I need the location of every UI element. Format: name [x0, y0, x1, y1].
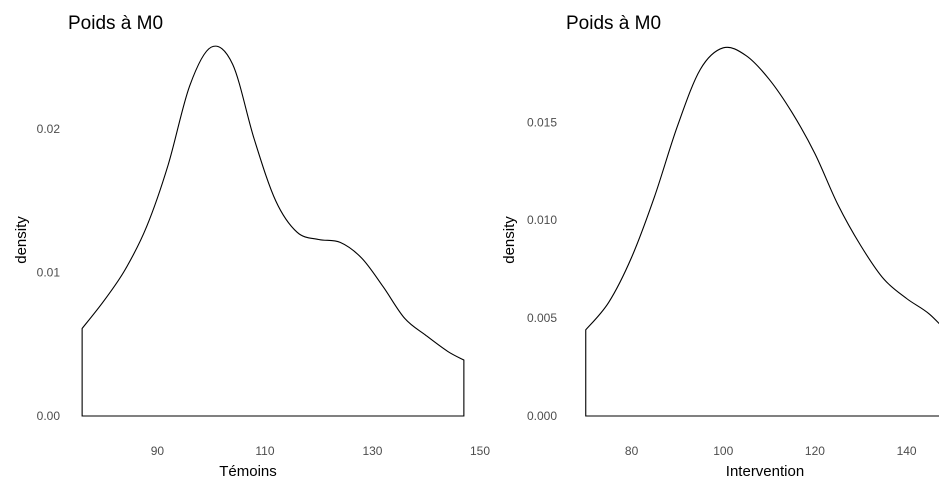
- density-curve: [81, 45, 465, 417]
- density-curve: [585, 46, 939, 417]
- x-axis-label: Intervention: [726, 463, 804, 480]
- x-tick-label: 140: [897, 444, 917, 458]
- y-tick-label: 0.000: [527, 409, 557, 423]
- y-axis-label: density: [501, 216, 518, 264]
- x-axis-label: Témoins: [219, 463, 277, 480]
- y-tick-label: 0.02: [37, 122, 61, 136]
- y-tick-label: 0.010: [527, 213, 557, 227]
- y-tick-label: 0.01: [37, 265, 61, 279]
- chart-title: Poids à M0: [566, 13, 661, 34]
- x-tick-label: 120: [805, 444, 825, 458]
- panel-intervention: Poids à M0 Intervention density 80 100 120…: [501, 13, 939, 480]
- x-tick-labels: 90 110 130 150: [151, 444, 491, 458]
- y-tick-labels: 0.000 0.005 0.010 0.015: [527, 115, 557, 423]
- x-tick-label: 80: [625, 444, 639, 458]
- x-tick-label: 90: [151, 444, 165, 458]
- y-tick-label: 0.00: [37, 409, 61, 423]
- x-tick-label: 110: [255, 444, 274, 458]
- chart-title: Poids à M0: [68, 13, 163, 34]
- y-tick-label: 0.005: [527, 311, 557, 325]
- x-tick-label: 150: [470, 444, 490, 458]
- x-tick-labels: 80 100 120 140: [625, 444, 917, 458]
- y-axis-label: density: [13, 216, 30, 264]
- x-tick-label: 100: [713, 444, 733, 458]
- y-tick-label: 0.015: [527, 115, 557, 129]
- panel-temoins: Poids à M0 Témoins density 90 110 130 150 0…: [13, 13, 490, 480]
- x-tick-label: 130: [362, 444, 382, 458]
- y-tick-labels: 0.00 0.01 0.02: [37, 122, 61, 423]
